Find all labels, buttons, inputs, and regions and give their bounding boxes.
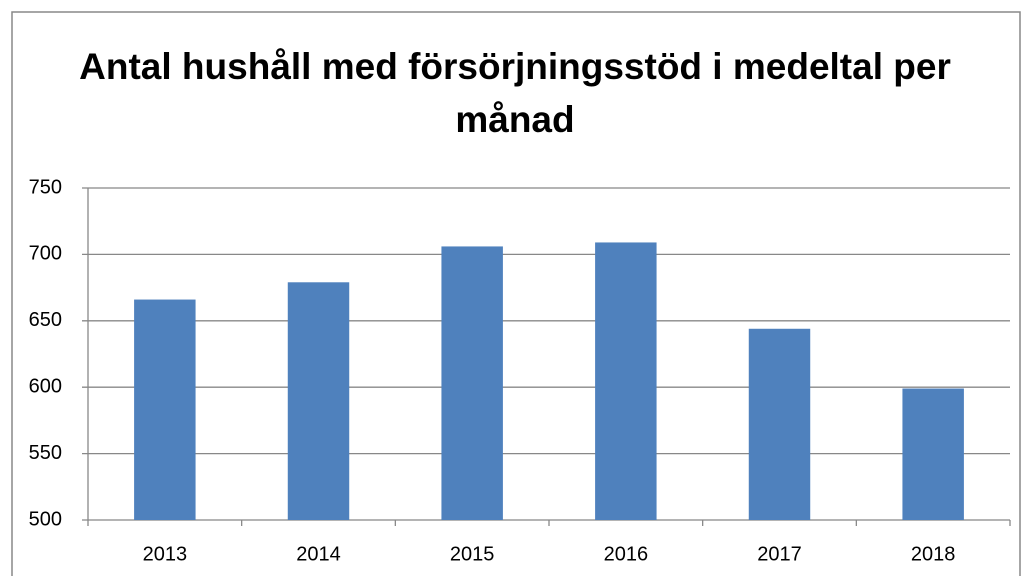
bar (748, 328, 811, 520)
y-tick-label: 600 (29, 375, 62, 397)
x-tick-label: 2016 (604, 543, 649, 565)
bar (595, 242, 657, 520)
x-tick-label: 2015 (450, 543, 495, 565)
bar (902, 388, 964, 520)
y-tick-label: 700 (29, 243, 62, 265)
chart-frame (11, 11, 1021, 576)
x-tick-label: 2014 (296, 543, 341, 565)
x-tick-label: 2018 (911, 543, 956, 565)
y-tick-label: 500 (29, 508, 62, 530)
bar (441, 246, 503, 520)
x-tick-label: 2017 (757, 543, 802, 565)
y-tick-label: 750 (29, 176, 62, 198)
bar (134, 299, 196, 520)
chart-title: Antal hushåll med försörjningsstöd i med… (79, 46, 951, 140)
y-tick-label: 650 (29, 309, 62, 331)
x-tick-label: 2013 (143, 543, 188, 565)
bar (287, 282, 350, 520)
y-tick-label: 550 (29, 442, 62, 464)
